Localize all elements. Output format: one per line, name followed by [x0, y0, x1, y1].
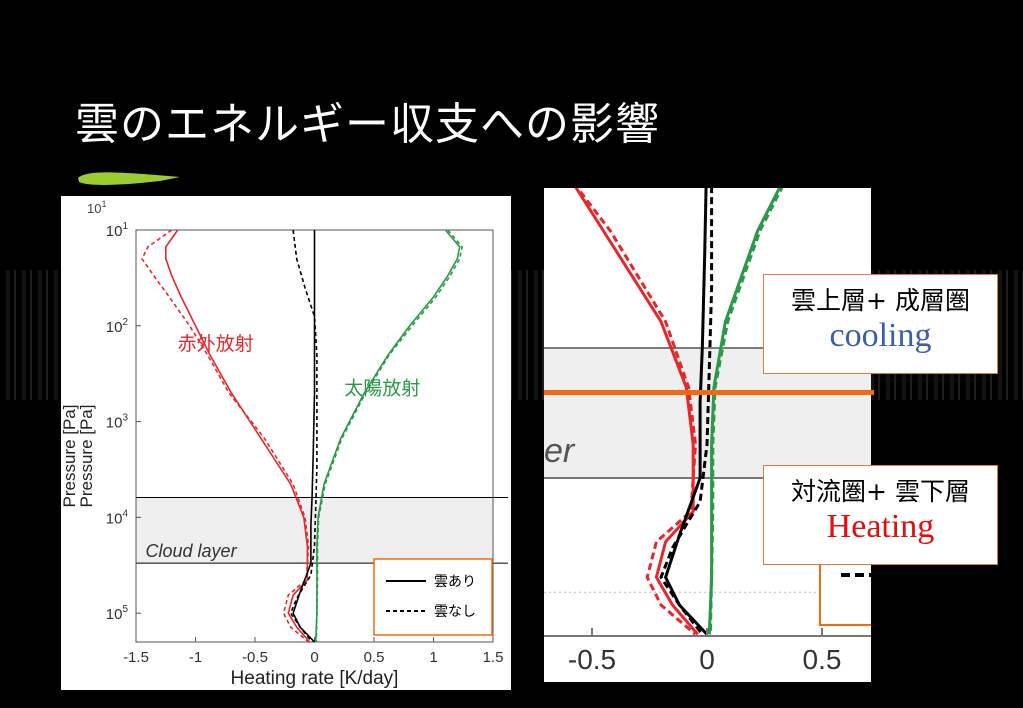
- y-tick-base: 10: [106, 223, 123, 240]
- y-tick-label: 102: [106, 317, 129, 336]
- y-tick-shadow-exp: 1: [101, 199, 106, 209]
- y-tick-exp: 5: [122, 604, 128, 615]
- upper-layer-label: 雲上層+ 成層圏: [791, 286, 970, 315]
- y-tick-label: 103: [106, 413, 129, 432]
- y-tick-shadow-base: 10: [87, 201, 101, 216]
- ir-annotation: 赤外放射: [178, 333, 254, 355]
- legend-box: [373, 558, 493, 636]
- y-tick-base: 10: [106, 606, 123, 623]
- y-tick-exp: 3: [122, 413, 128, 424]
- y-axis-label: Pressure [Pa]: [61, 405, 79, 508]
- series-line-5: [289, 229, 318, 643]
- zoom-series-line-0: [574, 188, 699, 636]
- legend-label-0: 雲あり: [434, 573, 476, 589]
- zoom-legend-fragment: [819, 562, 871, 626]
- lower-layer-box: 対流圏+ 雲下層 Heating: [763, 465, 998, 565]
- cloud-layer-label: Cloud layer: [146, 541, 238, 561]
- y-tick-exp: 2: [122, 317, 128, 328]
- x-tick-label: 0.5: [364, 649, 385, 666]
- slide-title: 雲のエネルギー収支への影響: [75, 99, 660, 150]
- y-tick-exp: 4: [122, 508, 128, 519]
- y-tick-label: 105: [106, 604, 129, 623]
- x-tick-label: -1.5: [123, 649, 149, 666]
- x-tick-label: 1.5: [483, 649, 504, 666]
- y-tick-label: 101: [106, 221, 129, 240]
- series-line-4: [292, 230, 316, 643]
- tropopause-marker-line: [544, 390, 874, 395]
- x-tick-label: 0: [310, 649, 318, 666]
- zoomed-heating-chart: er -0.5 0 0.5: [544, 188, 871, 675]
- x-tick-label: -1: [189, 649, 202, 666]
- legend-label-1: 雲なし: [434, 603, 476, 619]
- upper-layer-box: 雲上層+ 成層圏 cooling: [763, 274, 998, 374]
- y-tick-shadow-label: 101: [87, 199, 106, 216]
- x-axis-label: Heating rate [K/day]: [231, 668, 399, 689]
- left-chart-panel: Cloud layer -1.5 -1 -0.5 0 0.5 1 1.5 101 102 103 10…: [60, 196, 511, 690]
- zoom-series-line-2: [707, 188, 782, 635]
- solar-annotation: 太陽放射: [344, 377, 420, 399]
- x-tick-label: 1: [429, 649, 437, 666]
- y-tick-base: 10: [106, 319, 123, 336]
- lower-layer-label: 対流圏+ 雲下層: [791, 477, 970, 506]
- y-tick-base: 10: [106, 510, 123, 527]
- zoom-series-line-5: [659, 188, 714, 636]
- cooling-label: cooling: [829, 317, 932, 354]
- series-line-1: [141, 229, 310, 643]
- series-line-2: [314, 229, 461, 643]
- y-tick-label: 104: [106, 508, 129, 527]
- heating-label: Heating: [826, 508, 935, 545]
- zoom-x-tick-label: 0.5: [803, 644, 842, 675]
- zoom-series-line-4: [663, 188, 709, 636]
- right-zoom-panel: er -0.5 0 0.5: [544, 188, 871, 682]
- y-axis-label-shadow: Pressure [Pa]: [77, 405, 96, 508]
- y-tick-base: 10: [106, 415, 123, 432]
- series-line-3: [315, 229, 463, 643]
- series-line-0: [165, 229, 311, 643]
- brush-stroke-decoration: [78, 172, 180, 185]
- x-tick-label: -0.5: [242, 649, 268, 666]
- heating-rate-chart: Cloud layer-1.5 -1 -0.5 0 0.5 1 1.510110210310…: [60, 199, 508, 689]
- zoom-cloud-label-fragment: er: [544, 432, 576, 470]
- zoom-x-tick-label: -0.5: [568, 644, 616, 675]
- zoom-series-line-1: [575, 188, 698, 636]
- y-tick-exp: 1: [122, 221, 128, 232]
- zoom-x-tick-label: 0: [699, 644, 715, 675]
